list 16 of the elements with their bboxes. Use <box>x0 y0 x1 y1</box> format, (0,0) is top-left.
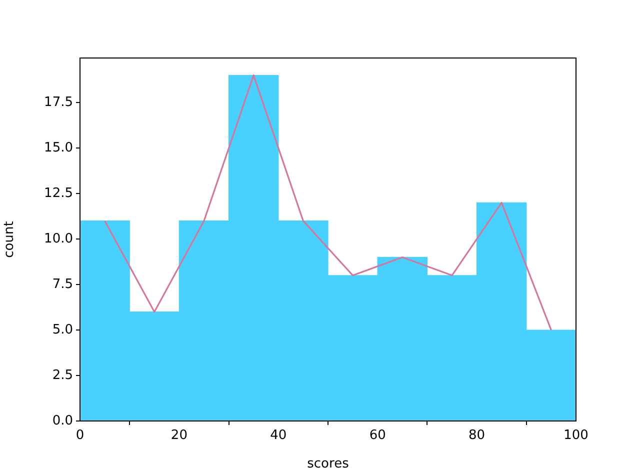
y-tick-label: 15.0 <box>44 140 73 156</box>
y-tick-label: 17.5 <box>44 94 73 110</box>
y-tick-label: 12.5 <box>44 186 73 201</box>
y-tick-label: 5.0 <box>52 322 73 338</box>
x-tick-label: 40 <box>270 428 287 444</box>
x-tick-label: 20 <box>170 428 188 444</box>
y-tick-label: 2.5 <box>52 368 73 383</box>
y-tick-label: 10.0 <box>44 231 73 246</box>
x-tick-label: 0 <box>76 428 84 444</box>
x-tick-label: 100 <box>564 428 588 444</box>
x-tick-label: 60 <box>369 428 386 444</box>
x-tick-label: 80 <box>468 428 486 444</box>
y-tick-label: 0.0 <box>52 413 73 428</box>
y-axis-title: count <box>2 221 18 258</box>
y-tick-label: 7.5 <box>52 276 73 292</box>
x-axis-title: scores <box>307 456 350 472</box>
